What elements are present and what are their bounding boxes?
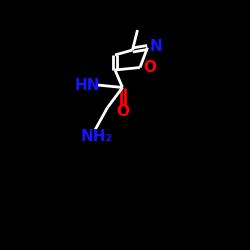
Text: N: N (150, 39, 162, 54)
Text: HN: HN (74, 78, 100, 92)
Text: O: O (116, 104, 129, 119)
Text: NH₂: NH₂ (80, 129, 112, 144)
Text: O: O (144, 60, 156, 75)
